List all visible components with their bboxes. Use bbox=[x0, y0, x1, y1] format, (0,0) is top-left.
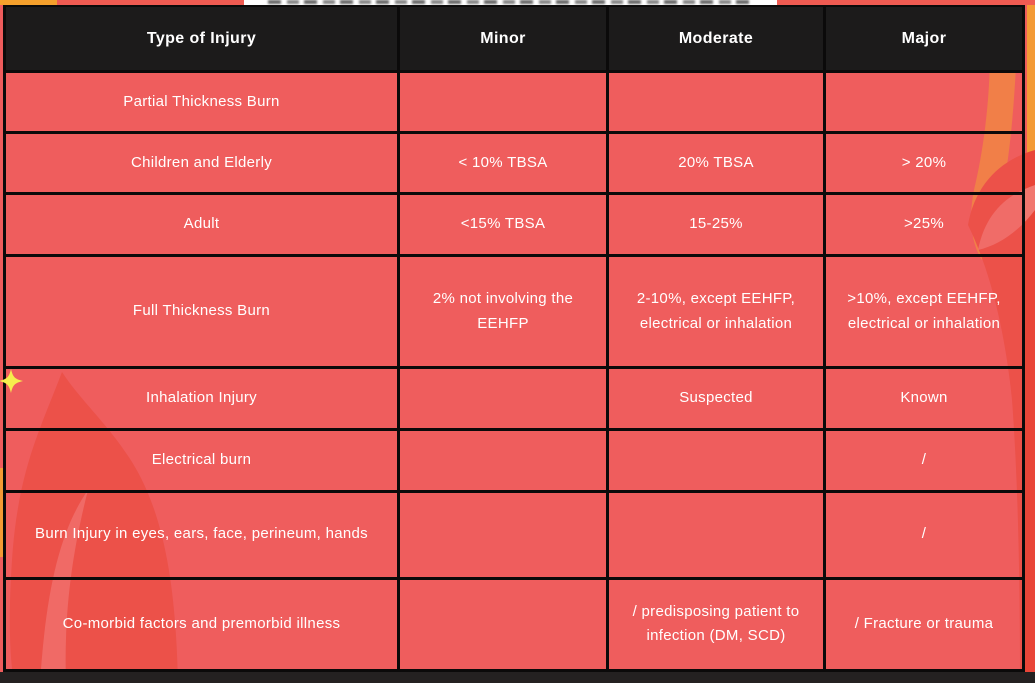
table-row: Full Thickness Burn 2% not involving the… bbox=[3, 254, 1025, 370]
table-row: Inhalation Injury Suspected Known bbox=[3, 366, 1025, 431]
table-row: Electrical burn / bbox=[3, 427, 1025, 493]
table-row: Children and Elderly < 10% TBSA 20% TBSA… bbox=[3, 131, 1025, 196]
row-label-cell: Burn Injury in eyes, ears, face, perineu… bbox=[3, 489, 400, 580]
table-row: Adult <15% TBSA 15-25% >25% bbox=[3, 192, 1025, 258]
major-cell: / bbox=[823, 489, 1025, 580]
minor-cell bbox=[397, 576, 609, 673]
table-row: Partial Thickness Burn bbox=[3, 69, 1025, 135]
minor-cell: <15% TBSA bbox=[397, 192, 609, 258]
moderate-cell: 2-10%, except EEHFP, electrical or inhal… bbox=[606, 254, 826, 370]
moderate-cell: / predisposing patient to infection (DM,… bbox=[606, 576, 826, 673]
major-cell: / Fracture or trauma bbox=[823, 576, 1025, 673]
minor-cell bbox=[397, 489, 609, 580]
col-header-minor: Minor bbox=[397, 4, 609, 73]
major-cell: > 20% bbox=[823, 131, 1025, 196]
row-label-cell: Children and Elderly bbox=[3, 131, 400, 196]
minor-cell bbox=[397, 427, 609, 493]
flame-orange-edge-icon bbox=[1027, 0, 1035, 238]
major-cell: Known bbox=[823, 366, 1025, 431]
minor-cell: 2% not involving the EEHFP bbox=[397, 254, 609, 370]
col-header-major: Major bbox=[823, 4, 1025, 73]
strip-orange-segment bbox=[0, 0, 57, 5]
injury-severity-table: Type of Injury Minor Moderate Major Part… bbox=[3, 4, 1025, 673]
minor-cell bbox=[397, 69, 609, 135]
cropped-title-text-remnant bbox=[268, 0, 754, 4]
major-cell: / bbox=[823, 427, 1025, 493]
moderate-cell: 15-25% bbox=[606, 192, 826, 258]
moderate-cell: Suspected bbox=[606, 366, 826, 431]
moderate-cell bbox=[606, 69, 826, 135]
table-row: Co-morbid factors and premorbid illness … bbox=[3, 576, 1025, 673]
row-label-cell: Inhalation Injury bbox=[3, 366, 400, 431]
major-cell: >25% bbox=[823, 192, 1025, 258]
table-row: Burn Injury in eyes, ears, face, perineu… bbox=[3, 489, 1025, 580]
strip-coral-segment-right bbox=[777, 0, 1035, 5]
col-header-type-of-injury: Type of Injury bbox=[3, 4, 400, 73]
major-cell: >10%, except EEHFP, electrical or inhala… bbox=[823, 254, 1025, 370]
moderate-cell bbox=[606, 489, 826, 580]
row-label-cell: Electrical burn bbox=[3, 427, 400, 493]
sparkle-icon bbox=[0, 369, 23, 393]
bottom-dark-bar bbox=[0, 672, 1035, 683]
row-label-cell: Co-morbid factors and premorbid illness bbox=[3, 576, 400, 673]
strip-white-segment bbox=[244, 0, 777, 5]
major-cell bbox=[823, 69, 1025, 135]
col-header-moderate: Moderate bbox=[606, 4, 826, 73]
cropped-title-strip bbox=[0, 0, 1035, 5]
strip-coral-segment-left bbox=[57, 0, 244, 5]
row-label-cell: Full Thickness Burn bbox=[3, 254, 400, 370]
minor-cell bbox=[397, 366, 609, 431]
moderate-cell: 20% TBSA bbox=[606, 131, 826, 196]
table-header-row: Type of Injury Minor Moderate Major bbox=[3, 4, 1025, 73]
moderate-cell bbox=[606, 427, 826, 493]
flame-left-orange-sliver-icon bbox=[0, 468, 4, 557]
row-label-cell: Partial Thickness Burn bbox=[3, 69, 400, 135]
minor-cell: < 10% TBSA bbox=[397, 131, 609, 196]
row-label-cell: Adult bbox=[3, 192, 400, 258]
